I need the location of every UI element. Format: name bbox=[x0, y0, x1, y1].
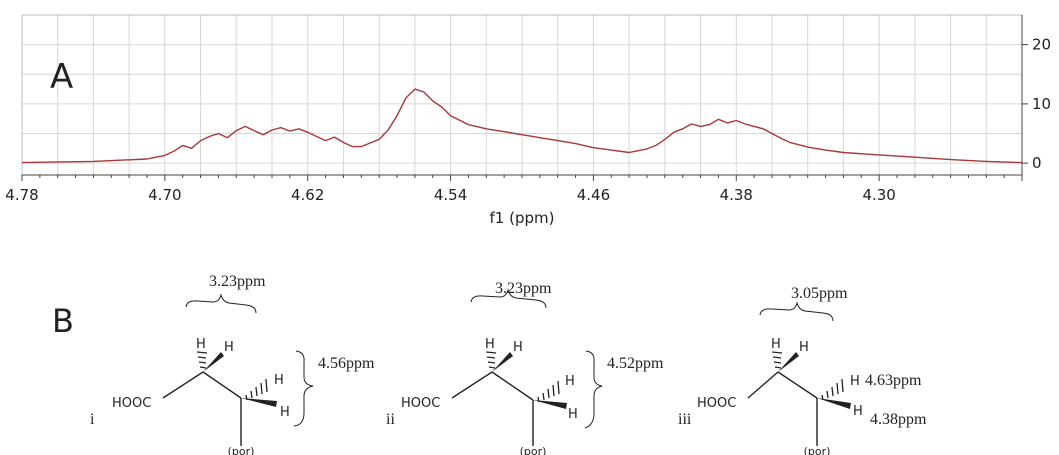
x-tick-label: 4.30 bbox=[862, 186, 895, 204]
chemical-shift-label: 3.23ppm bbox=[209, 273, 266, 290]
chemical-shift-label: 4.63ppm bbox=[865, 372, 922, 389]
plot-grid bbox=[21, 15, 1023, 175]
structure-i: i HOOC H H H bbox=[90, 273, 375, 455]
bond-c1-to-c2 bbox=[777, 371, 818, 399]
x-tick-label: 4.62 bbox=[291, 186, 324, 204]
wedge-bond bbox=[492, 352, 513, 372]
chemical-shift-label: 3.05ppm bbox=[791, 285, 848, 302]
h-atom-label: H bbox=[485, 337, 495, 352]
wedge-bond bbox=[533, 400, 567, 409]
bond-acid-to-c1 bbox=[162, 371, 204, 399]
x-tick-label: 4.54 bbox=[434, 186, 467, 204]
h-atom-label: H bbox=[196, 337, 206, 352]
curly-brace bbox=[185, 293, 257, 314]
curly-brace bbox=[584, 350, 603, 429]
h-atom-label: H bbox=[850, 374, 860, 389]
anchor-label: (por) bbox=[804, 445, 831, 455]
x-tick-label: 4.70 bbox=[148, 186, 181, 204]
structure-roman-label: i bbox=[90, 411, 95, 428]
h-atom-label: H bbox=[274, 373, 284, 388]
chemical-shift-label: 4.52ppm bbox=[607, 355, 664, 372]
h-atom-label: H bbox=[513, 340, 523, 355]
wedge-bond bbox=[241, 398, 277, 407]
hashed-bond bbox=[196, 351, 208, 369]
h-atom-label: H bbox=[799, 340, 809, 355]
wedge-bond bbox=[203, 352, 224, 372]
bond-acid-to-c1 bbox=[747, 371, 779, 399]
x-minor-ticks bbox=[21, 175, 1023, 181]
hashed-bond bbox=[771, 351, 783, 369]
curly-brace bbox=[759, 301, 834, 322]
h-atom-label: H bbox=[853, 404, 863, 419]
x-tick-label: 4.46 bbox=[577, 186, 610, 204]
chemical-shift-label: 3.23ppm bbox=[495, 280, 552, 297]
y-tick-labels: 20 10 0 bbox=[1022, 36, 1051, 172]
structure-ii: ii HOOC H H H H (por bbox=[386, 280, 664, 455]
structure-roman-label: iii bbox=[678, 411, 692, 428]
structure-roman-label: ii bbox=[386, 411, 395, 428]
spectrum-line bbox=[21, 88, 1023, 164]
h-atom-label: H bbox=[568, 407, 578, 422]
panel-b-label: B bbox=[52, 302, 74, 340]
bond-c1-to-c2 bbox=[202, 371, 242, 399]
anchor-label: (por) bbox=[520, 445, 547, 455]
h-atom-label: H bbox=[565, 374, 575, 389]
acid-group-label: HOOC bbox=[401, 396, 440, 411]
anchor-label: (por) bbox=[228, 445, 255, 455]
acid-group-label: HOOC bbox=[112, 396, 151, 411]
spectrum-panel: 4.78 4.70 4.62 4.54 4.46 4.38 4.30 20 10 0 A f1 … bbox=[5, 14, 1051, 227]
chemical-shift-label: 4.56ppm bbox=[318, 355, 375, 372]
curly-brace bbox=[470, 288, 547, 309]
hashed-bond bbox=[485, 351, 497, 369]
structures-panel: B i HOOC H H bbox=[52, 273, 927, 455]
y-tick-label: 10 bbox=[1032, 95, 1051, 113]
h-atom-label: H bbox=[224, 340, 234, 355]
x-tick-label: 4.78 bbox=[5, 186, 38, 204]
hashed-bond bbox=[821, 378, 844, 401]
bond-c1-to-c2 bbox=[491, 371, 534, 401]
wedge-bond bbox=[817, 398, 851, 409]
x-tick-labels: 4.78 4.70 4.62 4.54 4.46 4.38 4.30 bbox=[5, 186, 896, 204]
curly-brace bbox=[293, 350, 314, 427]
hashed-bond bbox=[537, 380, 560, 403]
structure-iii: iii HOOC H H H H 4.6 bbox=[678, 285, 927, 455]
y-tick-label: 0 bbox=[1032, 154, 1042, 172]
panel-a-label: A bbox=[50, 57, 73, 97]
h-atom-label: H bbox=[771, 337, 781, 352]
hashed-bond bbox=[245, 378, 268, 401]
acid-group-label: HOOC bbox=[697, 396, 736, 411]
y-tick-label: 20 bbox=[1032, 36, 1051, 54]
bond-acid-to-c1 bbox=[451, 371, 493, 399]
h-atom-label: H bbox=[280, 405, 290, 420]
x-tick-label: 4.38 bbox=[720, 186, 753, 204]
wedge-bond bbox=[778, 352, 799, 372]
chemical-shift-label: 4.38ppm bbox=[870, 411, 927, 428]
x-axis-title: f1 (ppm) bbox=[490, 209, 555, 227]
spectrum-series bbox=[21, 88, 1023, 164]
